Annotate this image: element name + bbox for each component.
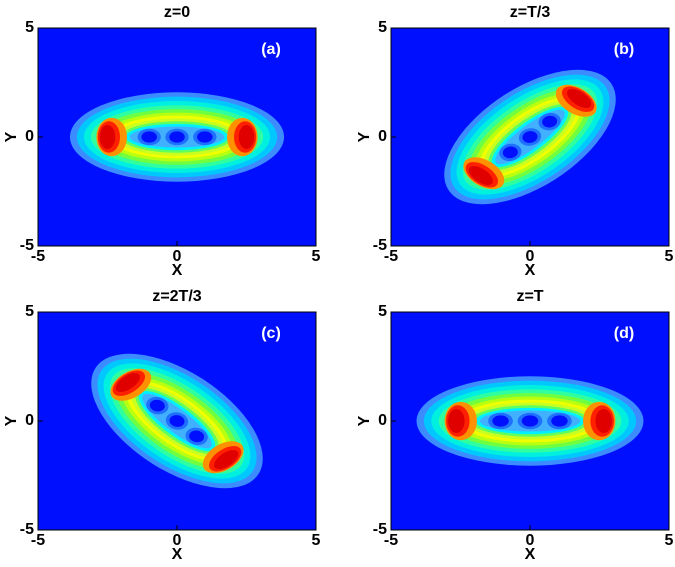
y-tick-label: 5 — [378, 303, 387, 320]
x-tick-label: 5 — [312, 248, 321, 265]
y-tick-label: 0 — [378, 128, 387, 145]
peak-core — [99, 125, 116, 149]
x-axis-label: X — [172, 546, 183, 563]
vortex-core — [169, 415, 185, 427]
contour-field — [69, 92, 285, 182]
y-axis-label: Y — [3, 131, 20, 142]
panel-label: (c) — [261, 325, 281, 342]
plot-area — [444, 69, 616, 205]
x-tick-label: -5 — [384, 248, 398, 265]
y-axis-label: Y — [3, 415, 20, 426]
x-tick-label: 0 — [526, 532, 535, 549]
panel: z=T (d) -5 0 5 -5 0 5 X Y — [356, 288, 673, 563]
x-tick-label: 5 — [312, 532, 321, 549]
vortex-core — [502, 146, 518, 159]
vortex-core — [189, 430, 205, 443]
contour-field — [416, 376, 644, 466]
panel-label: (a) — [261, 41, 281, 58]
x-axis-label: X — [525, 546, 536, 563]
vortex-core — [542, 115, 558, 128]
peak-core — [448, 409, 465, 433]
y-tick-label: 5 — [25, 303, 34, 320]
x-tick-label: 5 — [665, 248, 674, 265]
x-tick-label: 0 — [526, 248, 535, 265]
y-tick-label: 5 — [378, 19, 387, 36]
vortex-core — [492, 415, 509, 427]
y-axis-label: Y — [356, 415, 373, 426]
vortex-core — [149, 399, 165, 412]
panel-label: (d) — [614, 325, 634, 342]
y-axis-label: Y — [356, 131, 373, 142]
y-tick-label: -5 — [20, 237, 34, 254]
contour-field — [444, 69, 616, 205]
y-tick-label: 0 — [25, 412, 34, 429]
vortex-core — [521, 415, 539, 427]
y-tick-label: -5 — [373, 237, 387, 254]
vortex-core — [551, 415, 568, 427]
x-tick-label: 0 — [173, 248, 182, 265]
panel-title: z=2T/3 — [152, 288, 201, 305]
peak-core — [214, 450, 239, 470]
vortex-core — [141, 131, 157, 143]
x-tick-label: 0 — [173, 532, 182, 549]
x-tick-label: -5 — [384, 532, 398, 549]
vortex-core — [197, 131, 213, 143]
plot-area — [69, 92, 285, 182]
peak-core — [115, 372, 140, 392]
y-tick-label: 0 — [25, 128, 34, 145]
x-axis-label: X — [172, 262, 183, 279]
vortex-core — [522, 131, 538, 143]
y-tick-label: -5 — [373, 521, 387, 538]
panel-title: z=T/3 — [510, 4, 551, 21]
plot-area — [91, 353, 263, 489]
vortex-core — [169, 131, 185, 143]
peak-core — [567, 88, 592, 108]
panel: z=T/3 (b) -5 0 5 -5 0 5 X Y — [356, 4, 673, 279]
panel: z=2T/3 (c) -5 0 5 -5 0 5 X Y — [3, 288, 320, 563]
peak-core — [238, 125, 255, 149]
x-tick-label: -5 — [31, 532, 45, 549]
x-axis-label: X — [525, 262, 536, 279]
plot-area — [416, 376, 644, 466]
panel: z=0 (a) -5 0 5 -5 0 5 X Y — [3, 4, 320, 279]
panel-title: z=T — [516, 288, 543, 305]
y-tick-label: 0 — [378, 412, 387, 429]
contour-field — [91, 353, 263, 489]
x-tick-label: 5 — [665, 532, 674, 549]
y-tick-label: -5 — [20, 521, 34, 538]
peak-core — [468, 166, 493, 186]
y-tick-label: 5 — [25, 19, 34, 36]
panel-title: z=0 — [164, 4, 190, 21]
panel-label: (b) — [614, 41, 634, 58]
x-tick-label: -5 — [31, 248, 45, 265]
peak-core — [595, 409, 612, 433]
